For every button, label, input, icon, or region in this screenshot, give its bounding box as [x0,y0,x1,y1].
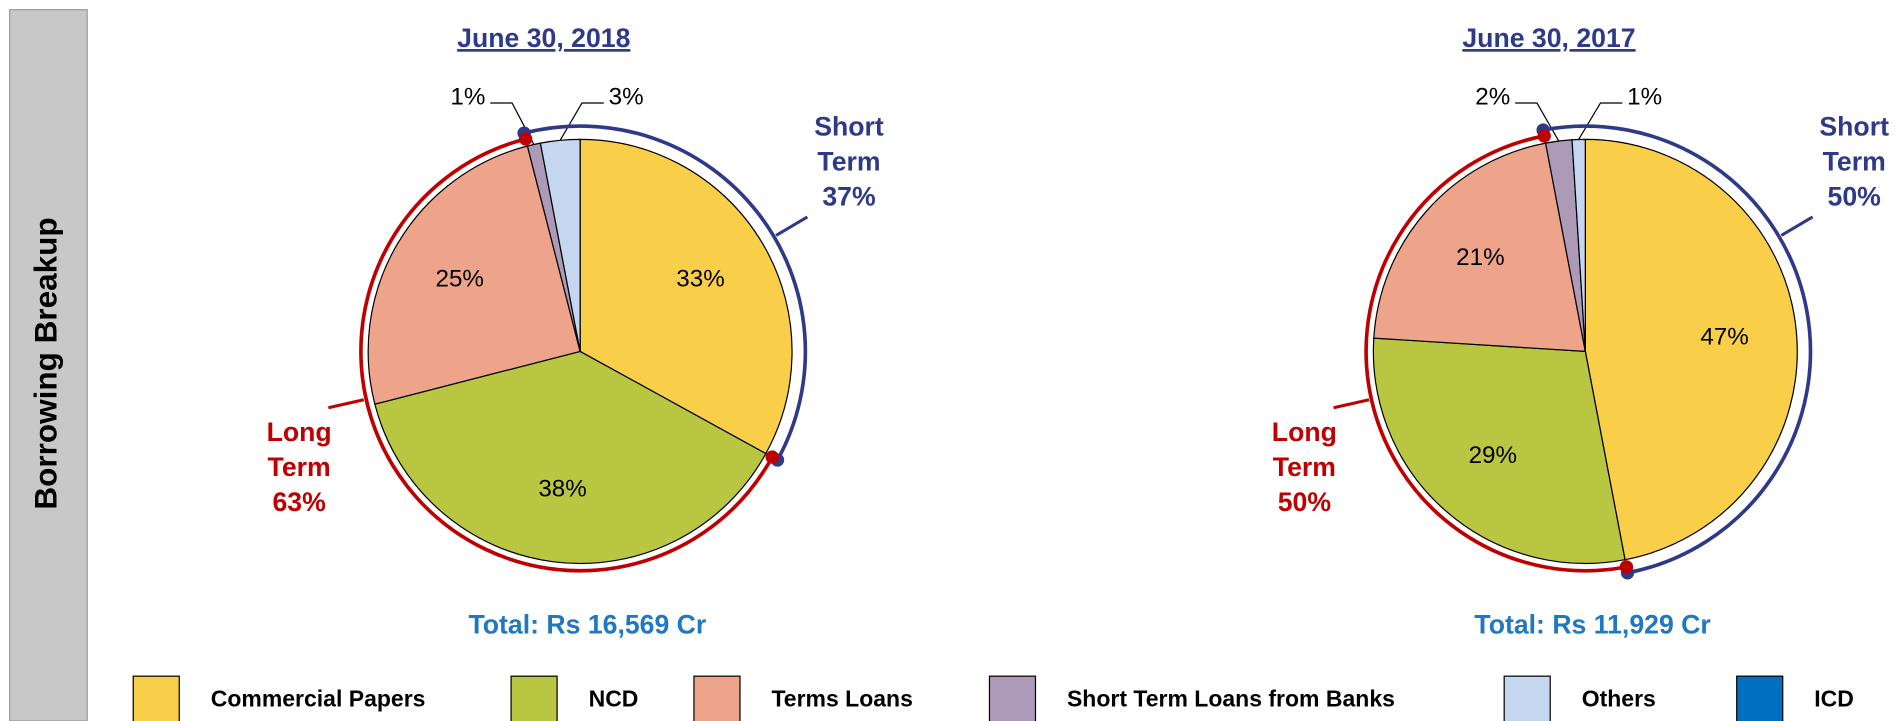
legend-swatch [132,675,180,721]
long-term-label: Long Term 63% [267,417,332,517]
long-term-leader [328,398,365,410]
short-term-leader [775,215,809,237]
short-term-label-word: Term [817,147,880,177]
short-term-leader [1780,215,1814,237]
long-term-label-name: Long Term [1272,417,1337,482]
leader-line [559,102,604,141]
legend-label: Short Term Loans from Banks [1067,685,1395,711]
data-label: 1% [1627,84,1662,111]
pie-slice [367,145,581,405]
data-label: 25% [435,266,483,293]
pie-slice [1571,138,1586,352]
short-term-label-word: Short [1819,111,1889,141]
legend-label: ICD [1814,685,1854,711]
pie-slice [1584,138,1798,561]
short-term-label-value: 50% [1828,182,1881,212]
pie-slice [374,350,767,565]
legend-swatch [988,675,1037,721]
side-label: Borrowing Breakup [28,217,64,509]
long-term-label: Long Term 50% [1272,417,1337,517]
long-term-arc [1364,134,1627,573]
chart-title: June 30, 2018 [457,23,630,53]
long-term-label-word: Term [1273,452,1336,482]
legend-label: Others [1582,685,1656,711]
pie-slice [1373,142,1587,353]
data-label: 33% [676,266,724,293]
long-term-label-word: Long [267,417,332,447]
data-label: 1% [450,84,485,111]
legend-swatch [510,675,558,721]
legend-swatch [1503,675,1551,721]
short-term-label-word: Term [1823,147,1886,177]
long-term-arc-end [765,450,779,464]
long-term-label-word: Long [1272,417,1337,447]
short-term-arc [523,124,808,461]
data-label: 38% [538,476,586,503]
total-label: Total: Rs 16,569 Cr [468,610,706,640]
legend-label: Terms Loans [771,685,912,711]
legend-swatch [1736,675,1784,721]
data-label: 47% [1700,324,1748,351]
long-term-arc-end [518,132,533,146]
side-panel [9,9,88,721]
pie-slice [579,138,793,455]
short-term-label: Short Term 50% [1819,111,1889,211]
legend-label: NCD [589,685,639,711]
long-term-arc-end [1537,129,1551,143]
leader-line [1578,102,1623,140]
legend-swatch [693,675,741,721]
short-term-label-value: 37% [822,182,875,212]
chart-title: June 30, 2017 [1462,23,1635,53]
short-term-label-word: Short [814,111,884,141]
data-label: 21% [1456,244,1504,271]
data-label: 2% [1475,84,1510,111]
short-term-label-name: Short Term [814,111,884,176]
short-term-arc [1542,124,1812,575]
long-term-arc [359,137,774,573]
long-term-leader [1333,398,1370,410]
short-term-label: Short Term 37% [814,111,884,211]
leader-line [1515,102,1560,142]
pie-slice [1372,337,1626,565]
long-term-arc-end [1619,560,1634,574]
total-label: Total: Rs 11,929 Cr [1474,610,1710,640]
legend-label: Commercial Papers [211,685,426,711]
long-term-label-value: 63% [272,487,325,517]
long-term-label-word: Term [268,452,331,482]
short-term-label-name: Short Term [1819,111,1889,176]
data-label: 3% [609,84,644,111]
long-term-label-value: 50% [1278,487,1331,517]
long-term-label-name: Long Term [267,417,332,482]
data-label: 29% [1469,442,1517,469]
pie-slice [539,138,581,352]
